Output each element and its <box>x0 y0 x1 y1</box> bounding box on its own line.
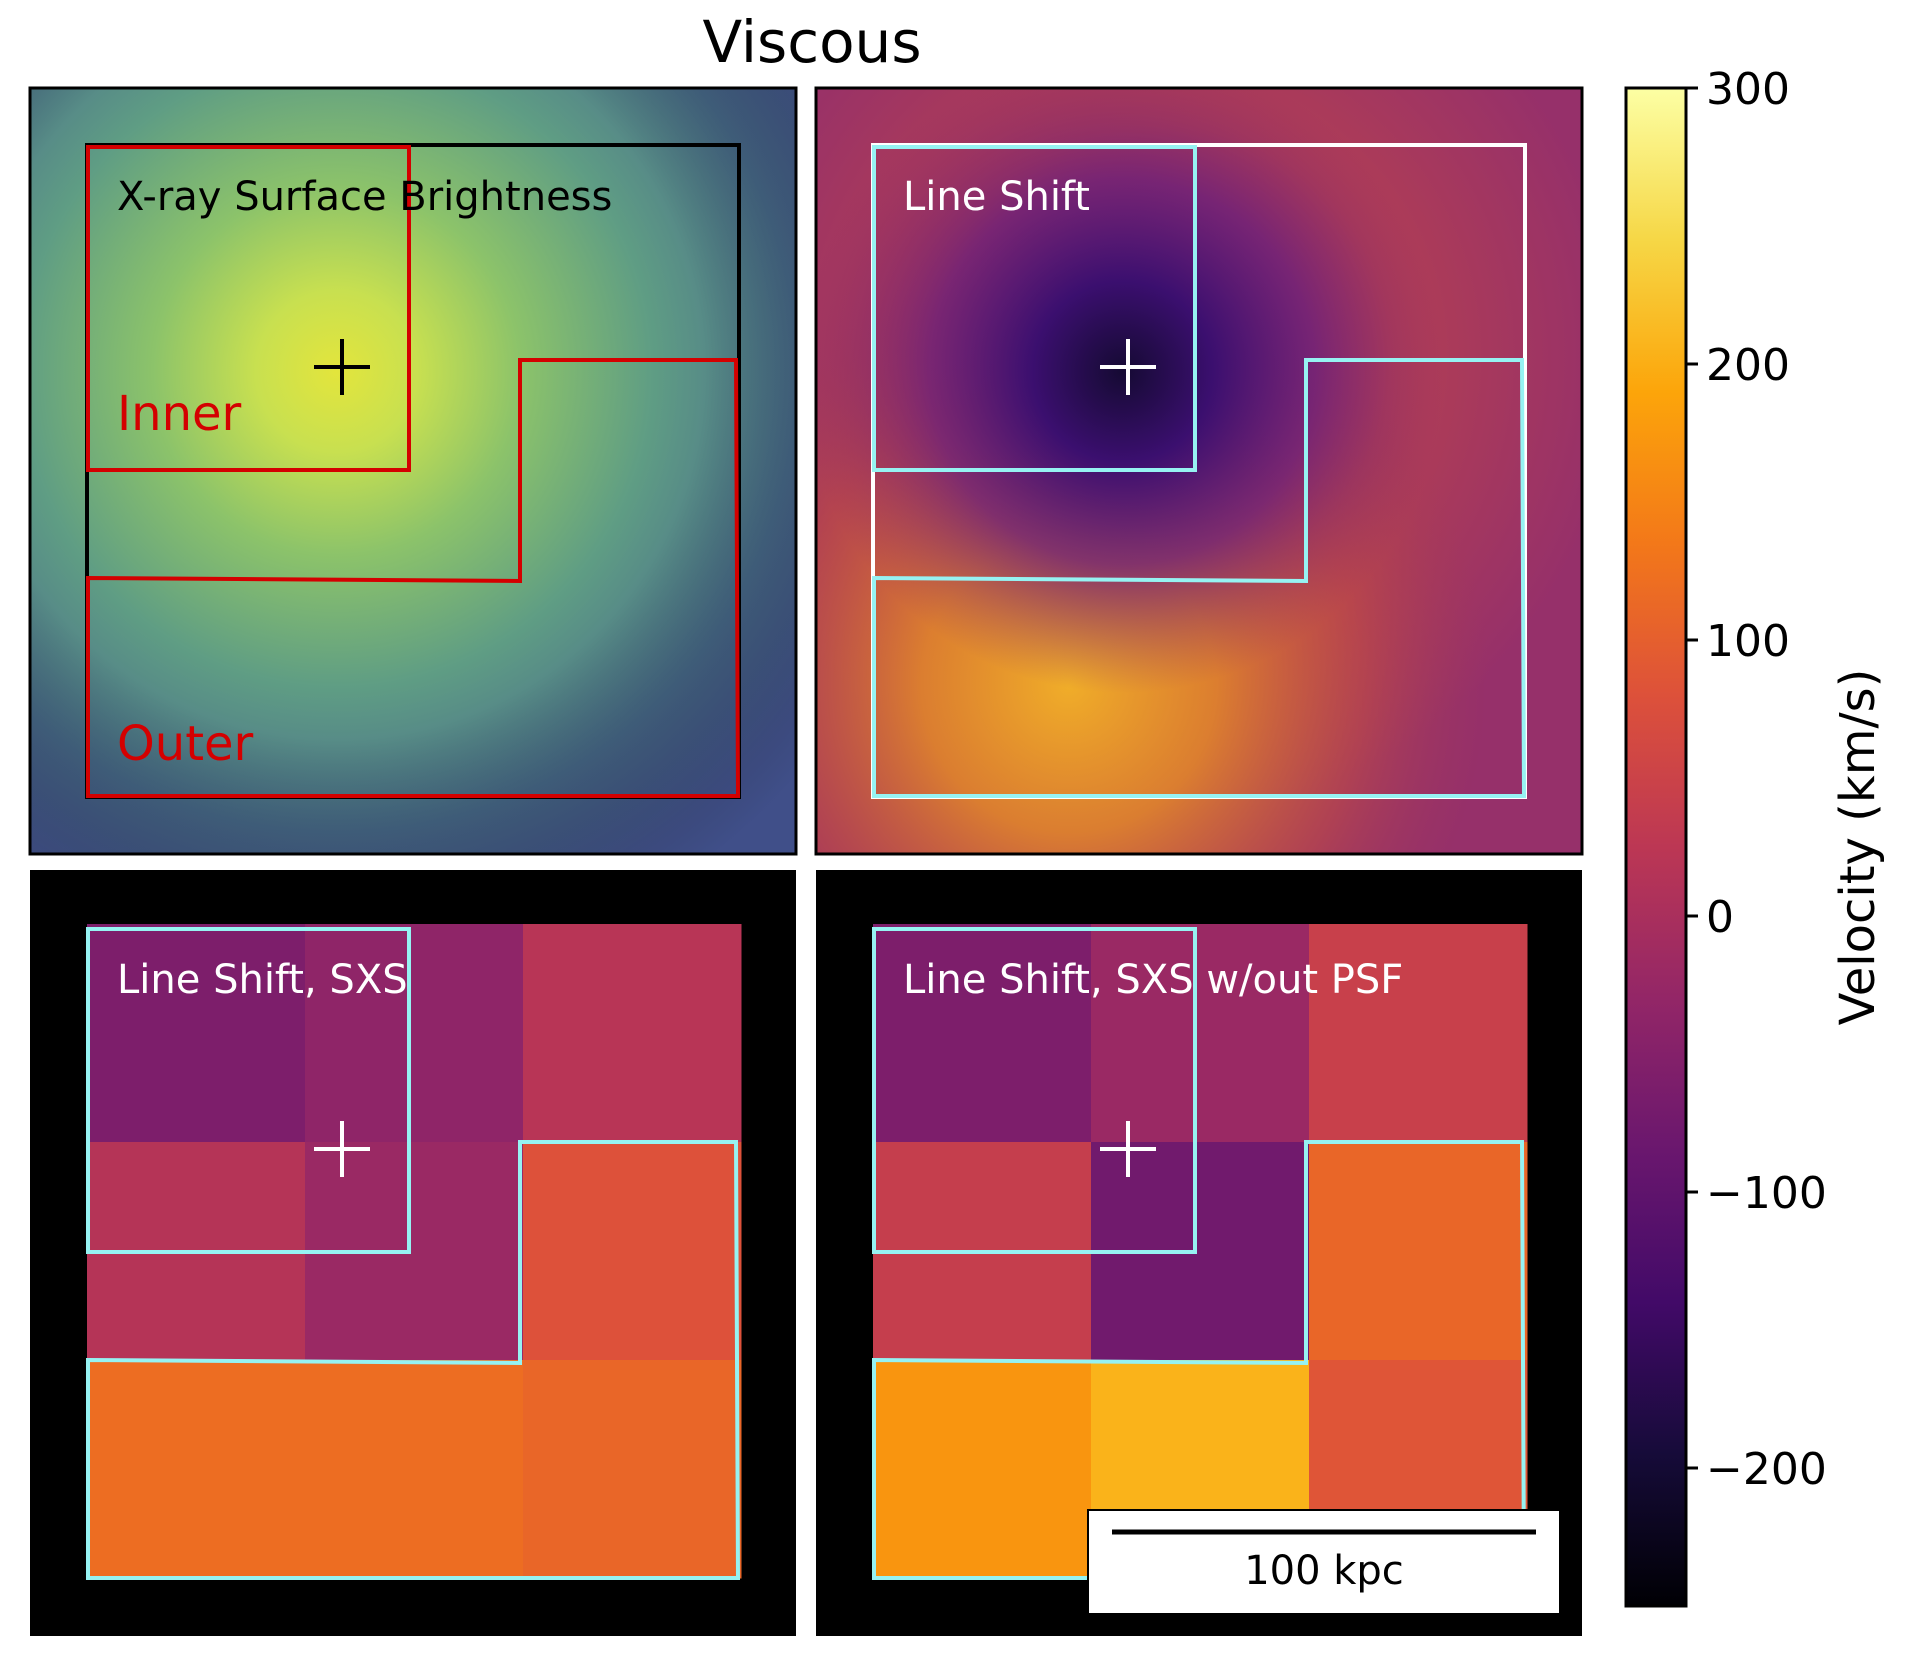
scale-bar-box <box>1087 1509 1561 1615</box>
colorbar-ticks: 300 200 100 0 −100 −200 <box>1686 64 1827 1495</box>
colorbar: 300 200 100 0 −100 −200 Velocity (km/s) <box>1624 64 1886 1608</box>
inner-region <box>86 145 411 472</box>
panel-label-sxs: Line Shift, SXS <box>117 957 408 1003</box>
colorbar-label: Velocity (km/s) <box>1830 669 1886 1026</box>
sxs-pixel-r0-c2 <box>1309 924 1528 1143</box>
inner-region <box>872 927 1197 1254</box>
panel-xray-surface-brightness: X-ray Surface Brightness Inner Outer <box>28 86 798 856</box>
center-cross <box>1100 339 1156 395</box>
colorbar-tick-label: 0 <box>1706 892 1734 943</box>
panel-line-shift: Line Shift <box>814 86 1584 856</box>
outer-region <box>872 358 1527 798</box>
sxs-pixel-r1-c2 <box>523 1142 742 1361</box>
colorbar-tick-label: −100 <box>1706 1168 1827 1219</box>
scale-bar: 100 kpc <box>1087 1509 1561 1615</box>
sxs-pixel-r2-c2 <box>523 1360 742 1579</box>
sxs-pixel-r2-c1 <box>305 1360 524 1579</box>
center-cross <box>314 339 370 395</box>
sxs-no-psf-pixel-grid <box>873 924 1528 1579</box>
panel-line-shift-sxs-no-psf: Line Shift, SXS w/out PSF 100 kpc <box>816 870 1582 1636</box>
colorbar-tick-label: 100 <box>1706 616 1790 667</box>
panel-frame <box>28 86 798 856</box>
sxs-pixel-r0-c1 <box>1091 924 1310 1143</box>
colorbar-gradient <box>1624 86 1688 1608</box>
inner-region <box>872 145 1197 472</box>
panel-label-sxs-no-psf: Line Shift, SXS w/out PSF <box>903 957 1403 1003</box>
sxs-pixel-grid <box>87 924 742 1579</box>
sxs-pixel-r2-c0 <box>873 1360 1092 1579</box>
scale-bar-label: 100 kpc <box>1244 1548 1404 1594</box>
panel-frame <box>814 86 1584 856</box>
panel-label-line-shift: Line Shift <box>903 174 1090 220</box>
inner-region <box>86 927 411 1254</box>
outer-region <box>86 1140 741 1580</box>
outer-region <box>872 1140 1527 1580</box>
center-cross <box>1100 1121 1156 1177</box>
sxs-pixel-r2-c0 <box>87 1360 306 1579</box>
inner-region-label: Inner <box>117 386 242 442</box>
sxs-pixel-r0-c1 <box>305 924 524 1143</box>
outer-region-label: Outer <box>117 716 254 772</box>
sxs-pixel-r1-c2 <box>1309 1142 1528 1361</box>
sxs-pixel-r0-c0 <box>873 924 1092 1143</box>
sxs-pixel-r0-c2 <box>523 924 742 1143</box>
sxs-pixel-r0-c0 <box>87 924 306 1143</box>
panel-label-xray: X-ray Surface Brightness <box>117 174 612 220</box>
colorbar-tick-label: −200 <box>1706 1444 1827 1495</box>
outer-region <box>86 358 741 798</box>
center-cross <box>314 1121 370 1177</box>
colorbar-tick-label: 300 <box>1706 64 1790 115</box>
figure-title: Viscous <box>702 8 921 76</box>
panel-line-shift-sxs: Line Shift, SXS <box>30 870 796 1636</box>
colorbar-tick-label: 200 <box>1706 340 1790 391</box>
